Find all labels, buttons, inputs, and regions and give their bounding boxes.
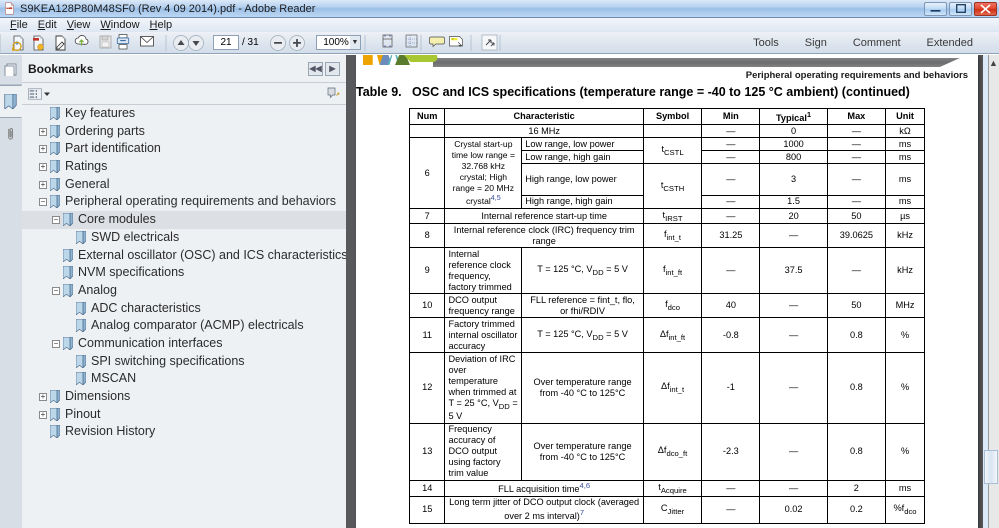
svg-text:PDF: PDF (6, 8, 9, 10)
